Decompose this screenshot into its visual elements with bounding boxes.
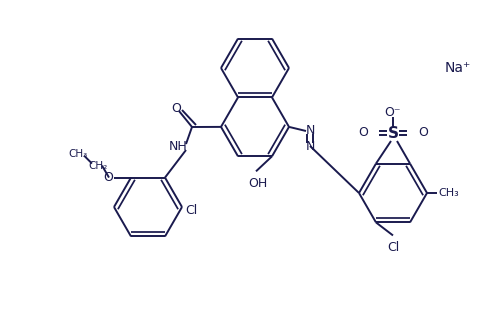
Text: O: O (171, 101, 181, 114)
Text: CH₂: CH₂ (88, 160, 108, 170)
Text: O: O (418, 127, 428, 140)
Text: CH₃: CH₃ (438, 188, 459, 198)
Text: N: N (305, 140, 315, 152)
Text: Na⁺: Na⁺ (445, 61, 471, 75)
Text: N: N (305, 124, 315, 137)
Text: OH: OH (248, 177, 268, 190)
Text: Cl: Cl (387, 241, 399, 254)
Text: NH: NH (168, 141, 188, 154)
Text: CH₃: CH₃ (68, 149, 87, 159)
Text: O⁻: O⁻ (385, 106, 401, 119)
Text: O: O (103, 171, 113, 184)
Text: O: O (358, 127, 368, 140)
Text: S: S (387, 126, 399, 141)
Text: Cl: Cl (185, 205, 197, 217)
